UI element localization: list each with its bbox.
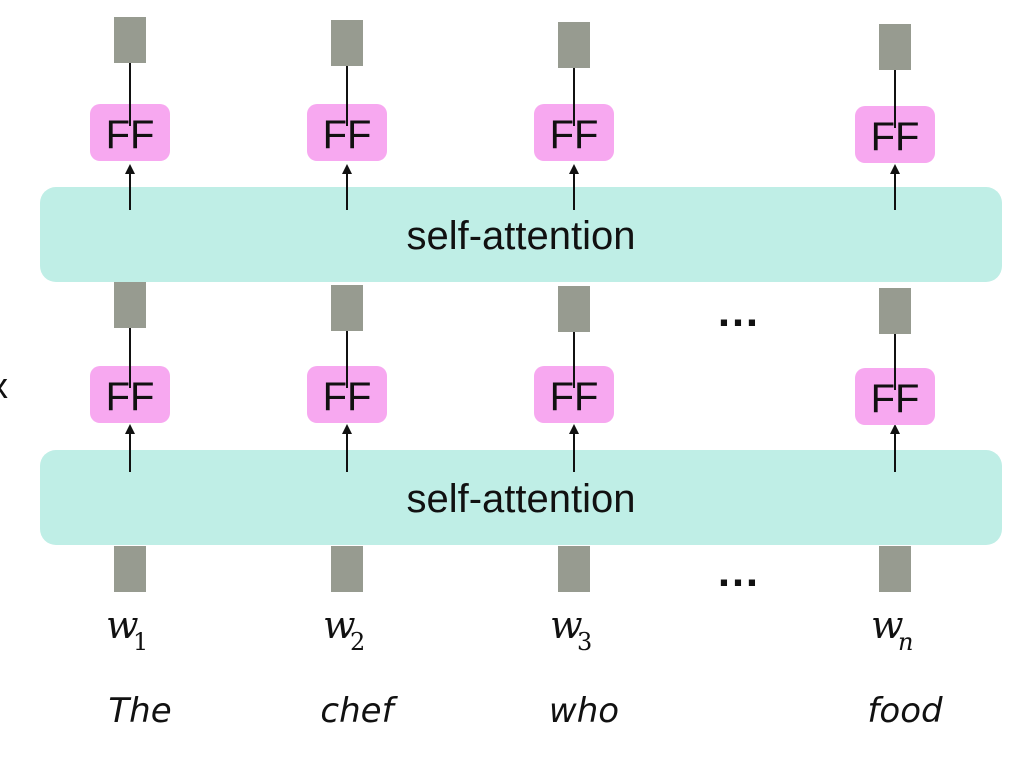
self-attention-band-2 bbox=[40, 187, 1002, 282]
token-word-2: chef bbox=[320, 691, 398, 731]
token-subscript-4: n bbox=[898, 628, 913, 656]
ellipsis-upper: … bbox=[716, 287, 760, 336]
token-subscript-3: 3 bbox=[577, 628, 592, 656]
ff-box-layer2-3 bbox=[534, 104, 614, 161]
token-word-3: who bbox=[549, 691, 619, 731]
hidden-vector-4 bbox=[879, 288, 911, 334]
input-vector-1 bbox=[114, 546, 146, 592]
ff-box-layer2-2 bbox=[307, 104, 387, 161]
token-symbol-1: w bbox=[106, 603, 139, 647]
token-symbol-4: w bbox=[871, 603, 904, 647]
self-attention-label-1: self-attention bbox=[406, 477, 635, 521]
token-word-4: food bbox=[867, 691, 943, 731]
attention-layer-group: self-attention self-attention bbox=[40, 187, 1002, 545]
hidden-vector-1 bbox=[114, 282, 146, 328]
token-symbol-3: w bbox=[550, 603, 583, 647]
hidden-vector-2 bbox=[331, 285, 363, 331]
output-vector-3 bbox=[558, 22, 590, 68]
output-vector-1 bbox=[114, 17, 146, 63]
ff-box-layer1-4 bbox=[855, 368, 935, 425]
ff-box-layer2-1 bbox=[90, 104, 170, 161]
input-vector-3 bbox=[558, 546, 590, 592]
ff-box-layer2-4 bbox=[855, 106, 935, 163]
token-subscript-1: 1 bbox=[133, 628, 148, 656]
self-attention-label-2: self-attention bbox=[406, 214, 635, 258]
token-word-1: The bbox=[108, 691, 171, 731]
token-subscript-2: 2 bbox=[350, 628, 365, 656]
ff-box-layer1-3 bbox=[534, 366, 614, 423]
input-vector-4 bbox=[879, 546, 911, 592]
ff-box-layer1-1 bbox=[90, 366, 170, 423]
self-attention-band-1 bbox=[40, 450, 1002, 545]
ff-box-layer1-2 bbox=[307, 366, 387, 423]
left-edge-glyph: x bbox=[0, 365, 8, 406]
ellipsis-lower: … bbox=[716, 547, 760, 596]
hidden-vector-3 bbox=[558, 286, 590, 332]
input-vector-2 bbox=[331, 546, 363, 592]
output-vector-4 bbox=[879, 24, 911, 70]
token-symbol-2: w bbox=[323, 603, 356, 647]
output-vector-2 bbox=[331, 20, 363, 66]
